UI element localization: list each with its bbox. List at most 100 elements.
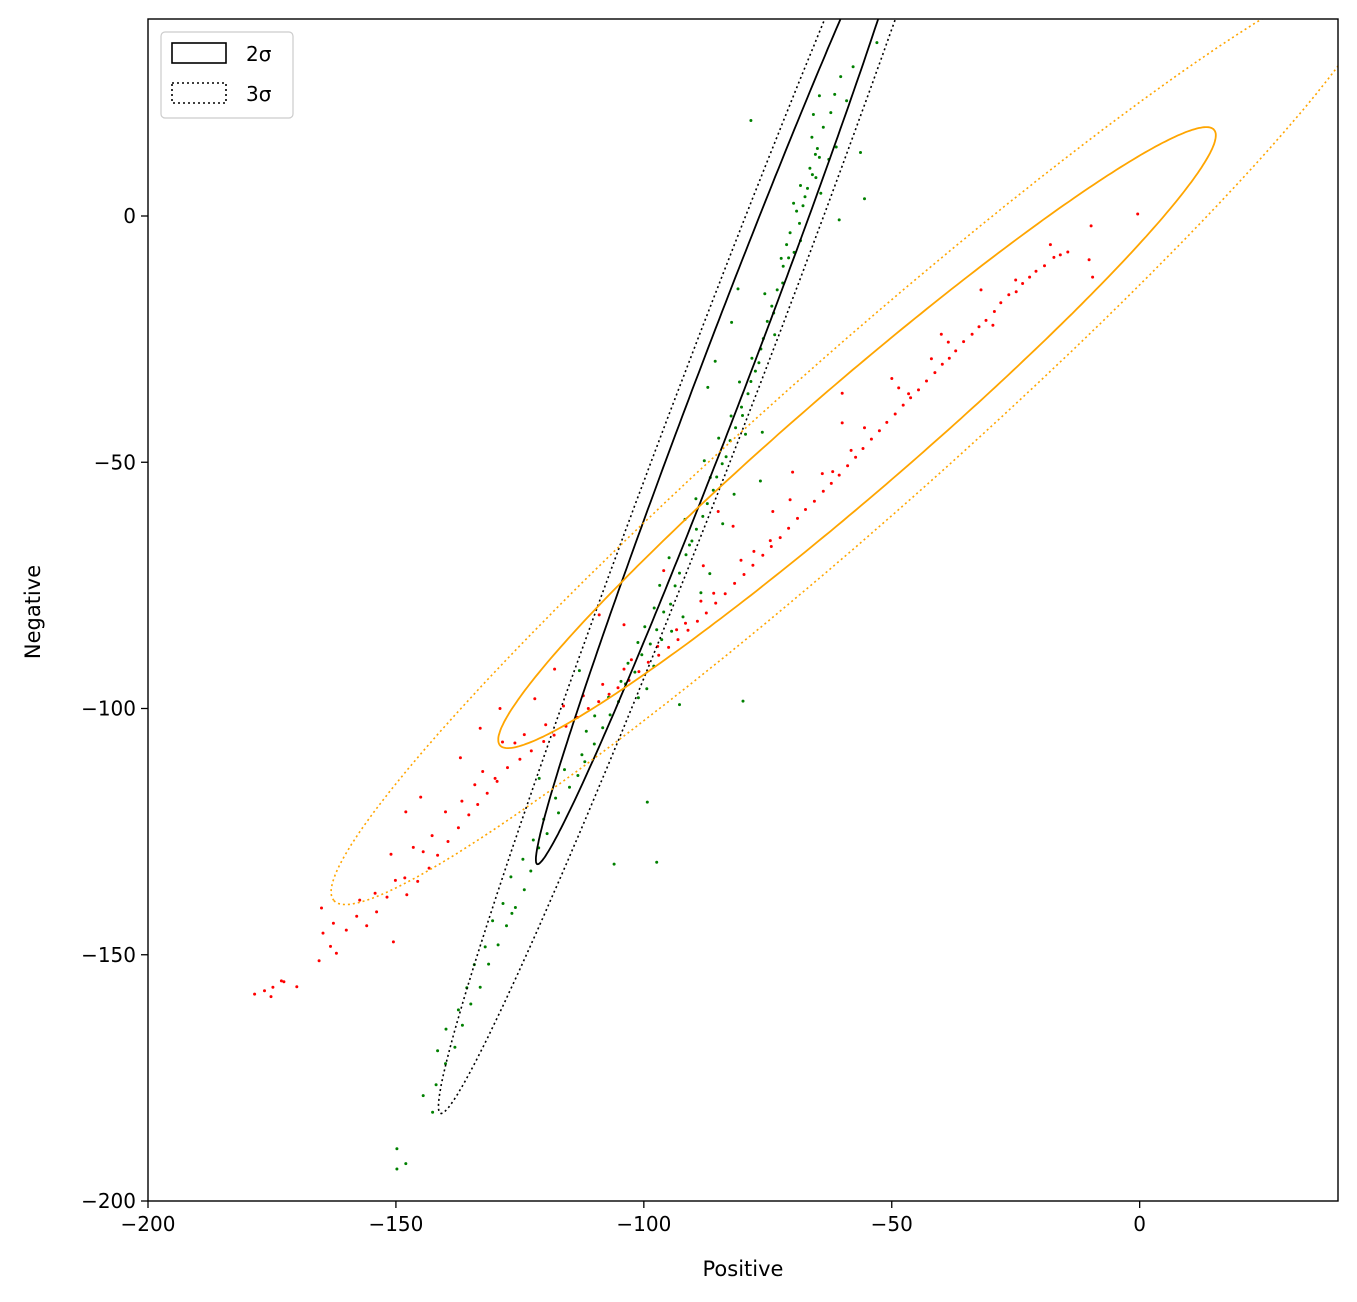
x-tick-label: 0 [1133, 1212, 1146, 1236]
data-point [712, 591, 716, 595]
data-point [699, 591, 703, 595]
data-point [487, 962, 491, 966]
data-point [1058, 253, 1062, 257]
data-point [946, 340, 950, 344]
series-1 [253, 212, 1140, 999]
data-point [713, 359, 717, 363]
data-point [732, 492, 736, 496]
x-tick-label: −150 [368, 1212, 423, 1236]
data-point [746, 392, 750, 396]
y-tick-label: −50 [94, 450, 136, 474]
data-point [655, 860, 659, 864]
data-point [1034, 269, 1038, 273]
data-point [819, 191, 823, 195]
data-point [375, 910, 379, 914]
data-point [554, 796, 558, 800]
data-point [721, 522, 725, 526]
x-axis-label: Positive [703, 1257, 784, 1281]
data-point [840, 421, 844, 425]
data-point [498, 707, 502, 710]
data-point [522, 733, 526, 737]
data-point [667, 645, 671, 649]
data-point [676, 638, 680, 642]
data-point [1087, 258, 1091, 262]
data-point [580, 753, 584, 757]
data-point [814, 176, 818, 180]
data-point [801, 204, 805, 208]
data-point [660, 638, 664, 642]
data-point [529, 869, 533, 873]
data-point [404, 810, 408, 814]
data-point [629, 658, 633, 662]
data-point [529, 749, 533, 753]
data-point [648, 642, 652, 646]
data-point [702, 459, 706, 463]
data-point [586, 707, 590, 710]
x-tick-label: −100 [616, 1212, 671, 1236]
data-point [446, 840, 450, 843]
data-point [607, 692, 611, 696]
data-point [282, 980, 286, 984]
data-point [733, 581, 737, 585]
data-point [444, 810, 447, 814]
data-point [421, 850, 425, 854]
data-point [537, 776, 541, 780]
data-point [808, 166, 812, 170]
y-axis-label: Negative [21, 565, 45, 659]
plot-area [253, 19, 1338, 1171]
data-point [688, 543, 691, 547]
data-point [633, 670, 637, 674]
data-point [358, 898, 362, 902]
data-point [690, 539, 694, 543]
data-point [444, 1027, 448, 1031]
data-point [506, 766, 509, 770]
data-point [493, 776, 497, 780]
data-point [334, 951, 338, 955]
legend-box [160, 31, 294, 119]
data-point [583, 760, 587, 764]
data-point [734, 426, 738, 430]
data-point [831, 470, 835, 474]
data-point [391, 940, 395, 944]
data-point [460, 799, 464, 803]
data-point [652, 606, 656, 610]
data-point [785, 243, 789, 247]
data-point [389, 852, 393, 856]
data-point [637, 670, 641, 674]
data-point [723, 592, 727, 596]
data-point [545, 832, 549, 836]
data-point [833, 92, 837, 96]
data-point [749, 380, 753, 383]
data-point [742, 573, 746, 576]
data-point [893, 412, 897, 416]
data-point [977, 325, 981, 329]
data-point [509, 875, 513, 879]
data-point [778, 536, 782, 540]
data-point [829, 481, 833, 485]
data-point [373, 891, 377, 895]
data-point [431, 1110, 435, 1114]
data-point [933, 371, 937, 375]
legend-swatch-2sigma [171, 42, 227, 64]
data-point [929, 357, 933, 361]
data-point [810, 173, 814, 177]
data-point [859, 151, 862, 154]
data-point [907, 392, 911, 396]
data-point [770, 304, 774, 308]
data-point [269, 995, 273, 999]
data-point [592, 742, 596, 746]
data-point [820, 472, 824, 476]
data-point [263, 989, 266, 993]
data-point [329, 944, 332, 948]
data-point [1043, 264, 1046, 268]
data-point [622, 667, 626, 671]
y-tick-label: −200 [81, 1189, 136, 1213]
data-point [667, 556, 671, 560]
data-point [686, 628, 690, 632]
data-point [753, 369, 757, 373]
data-point [393, 878, 397, 882]
data-point [456, 1008, 460, 1012]
data-point [513, 906, 517, 909]
data-point [839, 75, 843, 79]
legend-label-3sigma: 3σ [246, 82, 272, 106]
